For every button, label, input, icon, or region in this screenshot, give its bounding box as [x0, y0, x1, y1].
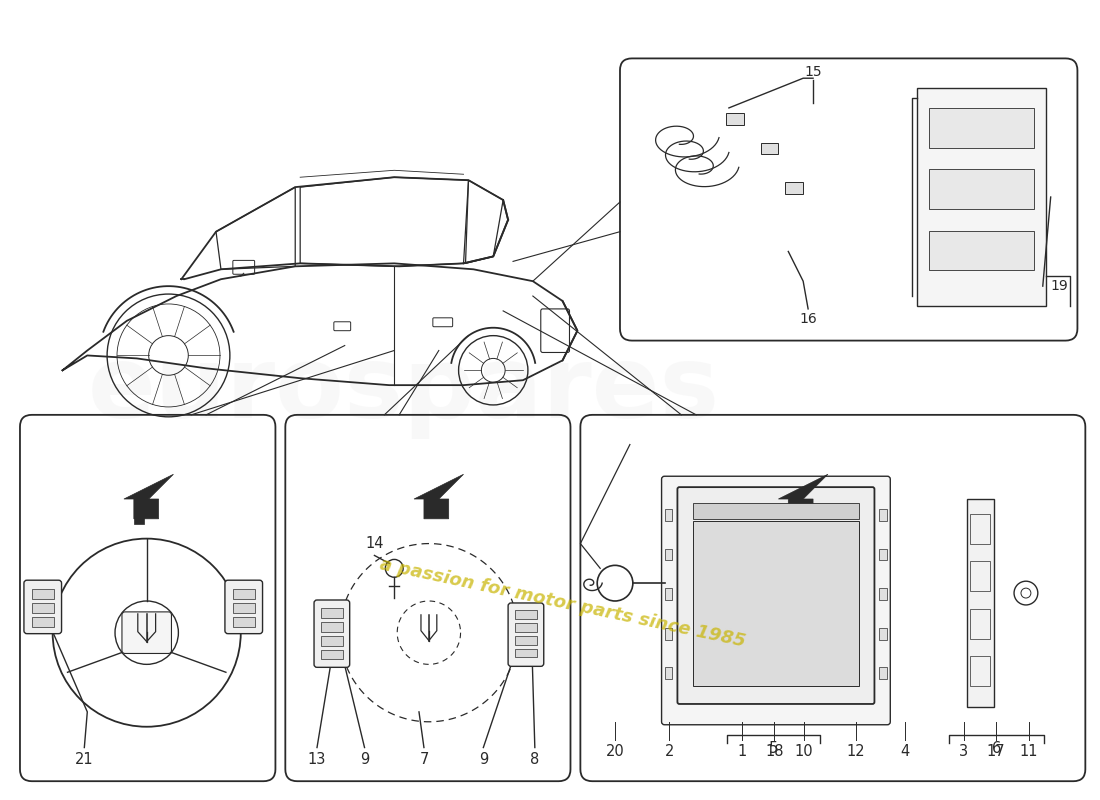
Bar: [664, 628, 672, 640]
FancyBboxPatch shape: [508, 603, 543, 666]
Text: 16: 16: [800, 312, 817, 326]
Bar: [879, 667, 888, 679]
Text: 9: 9: [360, 752, 370, 767]
Text: 14: 14: [365, 536, 384, 551]
Bar: [970, 609, 990, 638]
Bar: [917, 88, 1046, 306]
Bar: [32, 617, 54, 626]
Bar: [515, 636, 537, 645]
Bar: [664, 509, 672, 521]
Bar: [664, 588, 672, 600]
Bar: [664, 549, 672, 560]
Bar: [970, 514, 990, 543]
Bar: [970, 657, 990, 686]
Polygon shape: [414, 474, 463, 519]
Text: 6: 6: [991, 741, 1001, 756]
Bar: [32, 589, 54, 599]
Text: 1: 1: [737, 744, 747, 759]
Polygon shape: [134, 499, 144, 524]
Text: eurospares: eurospares: [88, 342, 721, 438]
Text: 19: 19: [1050, 279, 1068, 293]
Bar: [321, 636, 343, 646]
FancyBboxPatch shape: [24, 580, 62, 634]
FancyBboxPatch shape: [678, 487, 875, 704]
FancyBboxPatch shape: [661, 476, 890, 725]
Bar: [321, 622, 343, 632]
Text: 10: 10: [795, 744, 814, 759]
Text: 15: 15: [804, 66, 822, 79]
Bar: [760, 142, 779, 154]
Bar: [967, 499, 994, 707]
Text: 17: 17: [987, 744, 1005, 759]
Text: a passion for motor parts since 1985: a passion for motor parts since 1985: [378, 555, 747, 650]
Bar: [879, 549, 888, 560]
Text: 13: 13: [308, 752, 327, 767]
Bar: [515, 649, 537, 658]
Bar: [928, 108, 1034, 147]
Bar: [970, 562, 990, 591]
Polygon shape: [779, 474, 828, 519]
Bar: [321, 650, 343, 659]
Bar: [879, 628, 888, 640]
Text: 2: 2: [664, 744, 674, 759]
Bar: [879, 509, 888, 521]
Text: 3: 3: [959, 744, 968, 759]
Text: 12: 12: [846, 744, 865, 759]
Bar: [664, 667, 672, 679]
Text: 4: 4: [901, 744, 910, 759]
Text: 9: 9: [478, 752, 488, 767]
Bar: [515, 610, 537, 619]
Bar: [693, 503, 859, 519]
Bar: [515, 622, 537, 632]
Bar: [879, 588, 888, 600]
Bar: [928, 230, 1034, 270]
Text: 21: 21: [75, 752, 94, 767]
Bar: [785, 182, 803, 194]
FancyBboxPatch shape: [314, 600, 350, 667]
Text: 5: 5: [769, 741, 778, 756]
Text: 18: 18: [766, 744, 783, 759]
Bar: [726, 113, 744, 125]
Polygon shape: [124, 474, 174, 519]
FancyBboxPatch shape: [122, 612, 172, 654]
Text: 11: 11: [1020, 744, 1038, 759]
Text: 8: 8: [530, 752, 539, 767]
Text: 7: 7: [419, 752, 429, 767]
Bar: [321, 608, 343, 618]
Bar: [233, 617, 254, 626]
Bar: [32, 603, 54, 613]
Bar: [233, 603, 254, 613]
Bar: [693, 521, 859, 686]
FancyBboxPatch shape: [224, 580, 263, 634]
Text: 20: 20: [606, 744, 625, 759]
Bar: [928, 170, 1034, 209]
Bar: [233, 589, 254, 599]
